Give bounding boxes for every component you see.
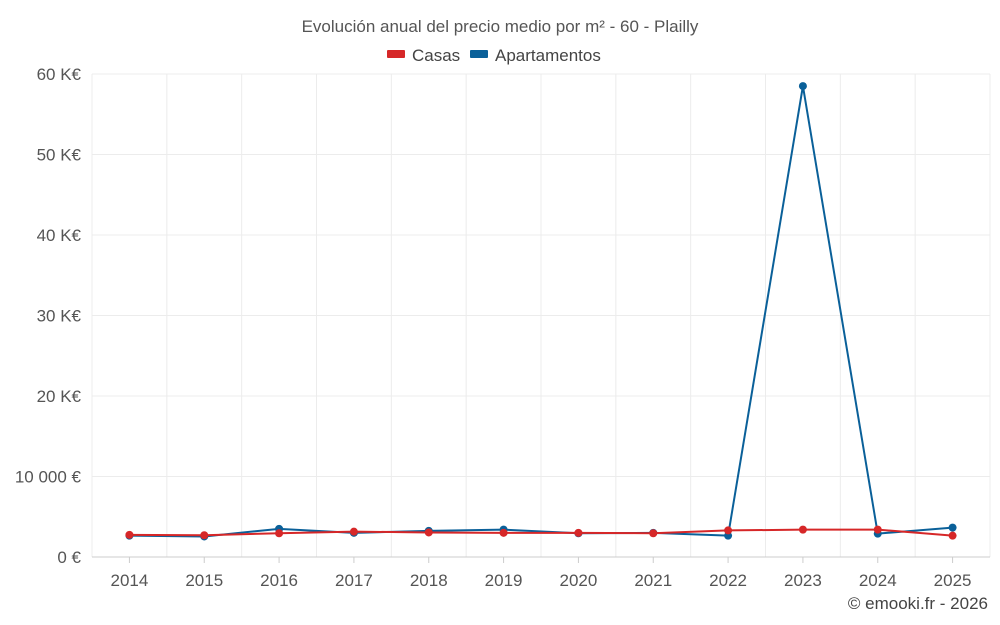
y-tick-label: 20 K€ bbox=[37, 387, 82, 406]
x-tick-label: 2014 bbox=[111, 571, 149, 590]
x-tick-label: 2017 bbox=[335, 571, 373, 590]
y-tick-label: 50 K€ bbox=[37, 146, 82, 165]
series-layer bbox=[125, 82, 957, 541]
y-tick-label: 60 K€ bbox=[37, 65, 82, 84]
data-point-casas[interactable] bbox=[649, 529, 658, 538]
data-point-casas[interactable] bbox=[200, 531, 209, 540]
x-tick-label: 2025 bbox=[934, 571, 972, 590]
series-line-casas bbox=[129, 528, 953, 537]
data-point-casas[interactable] bbox=[349, 527, 358, 536]
x-tick-label: 2019 bbox=[485, 571, 523, 590]
y-tick-label: 30 K€ bbox=[37, 307, 82, 326]
y-tick-label: 0 € bbox=[57, 548, 81, 567]
x-tick-label: 2020 bbox=[560, 571, 598, 590]
grid bbox=[91, 73, 991, 558]
data-point-casas[interactable] bbox=[499, 528, 508, 537]
y-tick-label: 40 K€ bbox=[37, 226, 82, 245]
x-tick-label: 2021 bbox=[634, 571, 672, 590]
data-point-casas[interactable] bbox=[424, 528, 433, 537]
x-tick-label: 2024 bbox=[859, 571, 897, 590]
x-tick-label: 2016 bbox=[260, 571, 298, 590]
data-point-casas[interactable] bbox=[275, 529, 284, 538]
data-point-apartamentos[interactable] bbox=[798, 82, 807, 91]
data-point-casas[interactable] bbox=[574, 528, 583, 537]
series-line-apartamentos bbox=[129, 85, 953, 538]
legend: Casas Apartamentos bbox=[387, 46, 601, 65]
data-point-casas[interactable] bbox=[724, 526, 733, 535]
data-point-casas[interactable] bbox=[125, 530, 134, 539]
data-point-casas[interactable] bbox=[798, 525, 807, 534]
x-axis: 2014 2015 2016 2017 2018 2019 2020 2021 2022 2023… bbox=[111, 557, 972, 590]
series-casas bbox=[125, 525, 957, 540]
data-point-casas[interactable] bbox=[873, 525, 882, 534]
legend-item-apartamentos[interactable]: Apartamentos bbox=[470, 46, 601, 65]
legend-label: Casas bbox=[412, 46, 460, 65]
x-tick-label: 2023 bbox=[784, 571, 822, 590]
legend-swatch bbox=[387, 50, 405, 58]
legend-label: Apartamentos bbox=[495, 46, 601, 65]
data-point-casas[interactable] bbox=[948, 531, 957, 540]
legend-swatch bbox=[470, 50, 488, 58]
chart-credit: © emooki.fr - 2026 bbox=[848, 594, 988, 613]
x-tick-label: 2018 bbox=[410, 571, 448, 590]
x-tick-label: 2015 bbox=[185, 571, 223, 590]
data-point-apartamentos[interactable] bbox=[948, 523, 957, 532]
y-tick-label: 10 000 € bbox=[15, 468, 82, 487]
chart-title: Evolución anual del precio medio por m² … bbox=[302, 17, 699, 36]
x-tick-label: 2022 bbox=[709, 571, 747, 590]
legend-item-casas[interactable]: Casas bbox=[387, 46, 460, 65]
y-axis: 0 € 10 000 € 20 K€ 30 K€ 40 K€ 50 K€ 60 K€ bbox=[15, 65, 82, 567]
